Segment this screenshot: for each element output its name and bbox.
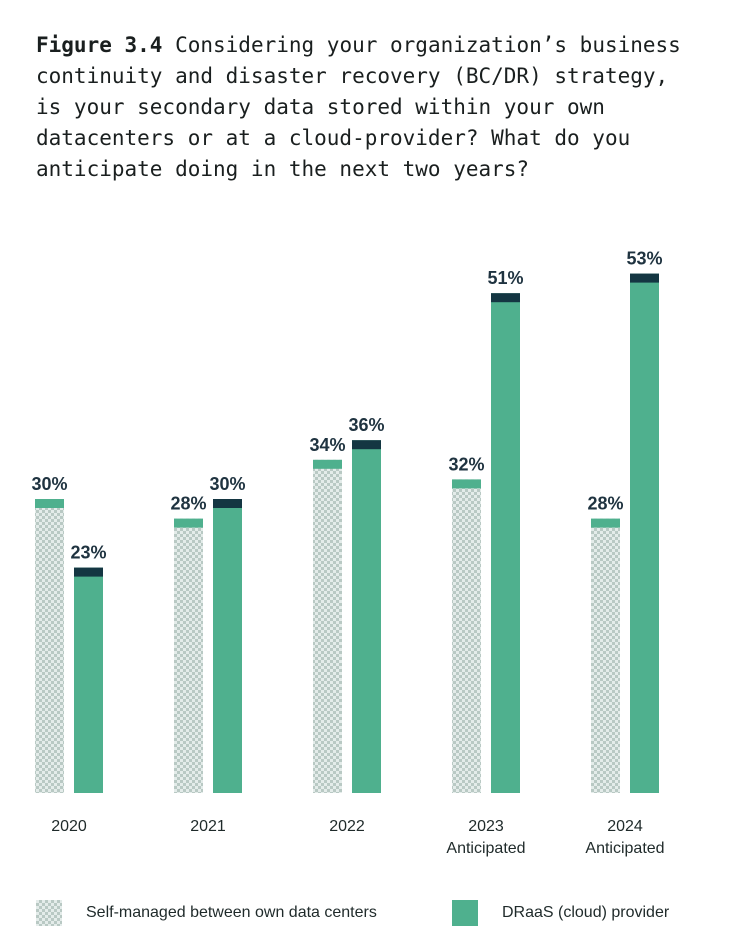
bar-self-managed-3 [452, 479, 481, 793]
x-tick-label-1: 2021 [190, 818, 226, 835]
bar-draas-1 [213, 499, 242, 793]
bar-draas-3 [491, 293, 520, 793]
bar-cap-self-managed-3 [452, 479, 481, 489]
bar-cap-self-managed-4 [591, 518, 620, 528]
legend-item-draas: DRaaS (cloud) provider [452, 900, 669, 926]
data-label-self-managed-3: 32% [448, 454, 484, 474]
data-label-draas-2: 36% [348, 415, 384, 435]
bar-draas-0 [74, 567, 103, 793]
bar-cap-self-managed-1 [174, 518, 203, 528]
data-label-self-managed-4: 28% [587, 494, 623, 514]
x-tick-label-4-line-1: Anticipated [585, 840, 664, 857]
data-label-self-managed-1: 28% [170, 494, 206, 514]
bar-self-managed-4 [591, 518, 620, 793]
bar-draas-2 [352, 440, 381, 793]
legend-label-self-managed: Self-managed between own data centers [86, 904, 377, 921]
data-label-self-managed-2: 34% [309, 435, 345, 455]
bar-chart: 30%23%202028%30%202134%36%202232%51%2023… [31, 249, 664, 857]
x-tick-label-3-line-1: Anticipated [446, 840, 525, 857]
bar-cap-draas-3 [491, 293, 520, 303]
x-tick-label-4: 2024 [607, 818, 643, 835]
data-label-draas-0: 23% [70, 543, 106, 563]
figure-title: Figure 3.4 Considering your organization… [36, 30, 696, 185]
data-label-draas-4: 53% [626, 249, 662, 269]
legend-label-draas: DRaaS (cloud) provider [502, 904, 670, 921]
bar-cap-draas-2 [352, 440, 381, 450]
data-label-draas-1: 30% [209, 474, 245, 494]
data-label-self-managed-0: 30% [31, 474, 67, 494]
figure-question: Considering your organization’s business… [36, 33, 681, 181]
bar-self-managed-1 [174, 518, 203, 793]
x-tick-label-3: 2023 [468, 818, 504, 835]
bar-self-managed-2 [313, 459, 342, 793]
bar-self-managed-0 [35, 499, 64, 793]
bar-cap-draas-1 [213, 499, 242, 508]
legend-swatch-self-managed [36, 900, 62, 926]
figure-label: Figure 3.4 [36, 33, 163, 57]
bar-draas-4 [630, 273, 659, 794]
bar-cap-self-managed-0 [35, 499, 64, 508]
bar-cap-draas-0 [74, 567, 103, 577]
legend-swatch-draas [452, 900, 478, 926]
x-tick-label-0: 2020 [51, 818, 87, 835]
legend-item-self-managed: Self-managed between own data centers [36, 900, 377, 926]
bar-cap-draas-4 [630, 273, 659, 283]
data-label-draas-3: 51% [487, 268, 523, 288]
x-tick-label-2: 2022 [329, 818, 365, 835]
bar-cap-self-managed-2 [313, 459, 342, 469]
